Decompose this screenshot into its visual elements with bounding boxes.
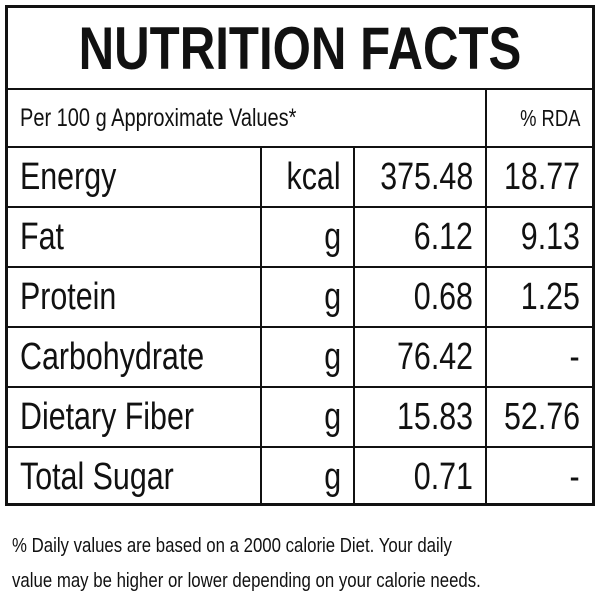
rda-cell: 52.76 (487, 386, 592, 446)
amount-cell: 76.42 (355, 326, 487, 386)
header-rda: % RDA (519, 104, 580, 131)
nutrient-cell: Protein (8, 266, 262, 326)
rda-cell: - (487, 446, 592, 506)
unit: kcal (286, 155, 341, 198)
rda: 9.13 (520, 215, 580, 258)
nutrient: Energy (20, 155, 117, 198)
amount: 6.12 (413, 215, 473, 258)
footer-text: % Daily values are based on a 2000 calor… (12, 535, 452, 557)
unit-cell: g (262, 386, 355, 446)
nutrient-cell: Carbohydrate (8, 326, 262, 386)
rda: 52.76 (503, 395, 580, 438)
title-cell: NUTRITION FACTS (8, 8, 592, 88)
unit: g (324, 455, 341, 498)
amount-cell: 375.48 (355, 146, 487, 206)
rda-cell: 1.25 (487, 266, 592, 326)
amount: 375.48 (380, 155, 473, 198)
nutrient-cell: Dietary Fiber (8, 386, 262, 446)
unit-cell: g (262, 326, 355, 386)
rda: - (569, 335, 580, 378)
footer-line: value may be higher or lower depending o… (12, 570, 570, 593)
rda-cell: 18.77 (487, 146, 592, 206)
amount-cell: 6.12 (355, 206, 487, 266)
nutrient: Total Sugar (20, 455, 174, 498)
amount: 0.68 (413, 275, 473, 318)
footer-line: % Daily values are based on a 2000 calor… (12, 535, 536, 558)
header-label: Per 100 g Approximate Values* (20, 103, 297, 132)
rda-cell: 9.13 (487, 206, 592, 266)
footer-text: value may be higher or lower depending o… (12, 570, 481, 592)
nutrient: Dietary Fiber (20, 395, 194, 438)
unit-cell: kcal (262, 146, 355, 206)
unit: g (324, 335, 341, 378)
amount: 15.83 (396, 395, 473, 438)
nutrient: Protein (20, 275, 117, 318)
nutrient: Carbohydrate (20, 335, 205, 378)
header-label-cell: Per 100 g Approximate Values* (8, 88, 487, 146)
title: NUTRITION FACTS (78, 14, 522, 82)
amount-cell: 0.68 (355, 266, 487, 326)
rda-cell: - (487, 326, 592, 386)
unit-cell: g (262, 446, 355, 506)
amount: 0.71 (413, 455, 473, 498)
unit-cell: g (262, 266, 355, 326)
header-rda-cell: % RDA (487, 88, 592, 146)
nutrient-cell: Total Sugar (8, 446, 262, 506)
unit: g (324, 275, 341, 318)
nutrient-cell: Fat (8, 206, 262, 266)
nutrition-table: NUTRITION FACTS Per 100 g Approximate Va… (5, 5, 595, 506)
amount-cell: 0.71 (355, 446, 487, 506)
rda: 1.25 (520, 275, 580, 318)
unit: g (324, 215, 341, 258)
unit-cell: g (262, 206, 355, 266)
nutrient: Fat (20, 215, 64, 258)
unit: g (324, 395, 341, 438)
rda: 18.77 (503, 155, 580, 198)
amount-cell: 15.83 (355, 386, 487, 446)
amount: 76.42 (396, 335, 473, 378)
nutrient-cell: Energy (8, 146, 262, 206)
rda: - (569, 455, 580, 498)
